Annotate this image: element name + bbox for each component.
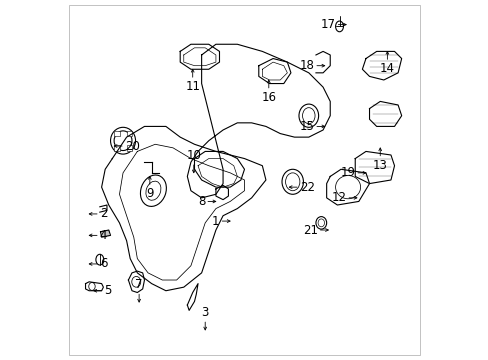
- Text: 3: 3: [201, 306, 208, 319]
- Text: 5: 5: [104, 284, 112, 297]
- Text: 6: 6: [100, 257, 107, 270]
- Text: 13: 13: [372, 158, 387, 172]
- Text: 19: 19: [340, 166, 354, 179]
- Text: 7: 7: [135, 278, 142, 292]
- Text: 11: 11: [185, 80, 200, 93]
- Bar: [126, 131, 132, 136]
- Text: 8: 8: [198, 195, 205, 208]
- Text: 18: 18: [299, 59, 313, 72]
- Text: 20: 20: [124, 140, 140, 153]
- Text: 10: 10: [186, 149, 201, 162]
- Text: 14: 14: [379, 62, 394, 75]
- Text: 22: 22: [299, 181, 314, 194]
- Text: 16: 16: [261, 91, 276, 104]
- Text: 15: 15: [299, 120, 313, 133]
- Text: 4: 4: [100, 229, 107, 242]
- Text: 12: 12: [331, 192, 346, 204]
- Bar: [126, 145, 132, 150]
- Bar: [114, 145, 120, 150]
- Text: 9: 9: [146, 187, 153, 200]
- Bar: [114, 131, 120, 136]
- Text: 21: 21: [302, 224, 317, 237]
- Text: 2: 2: [100, 207, 107, 220]
- Text: 17: 17: [320, 18, 335, 31]
- Text: 1: 1: [212, 215, 219, 228]
